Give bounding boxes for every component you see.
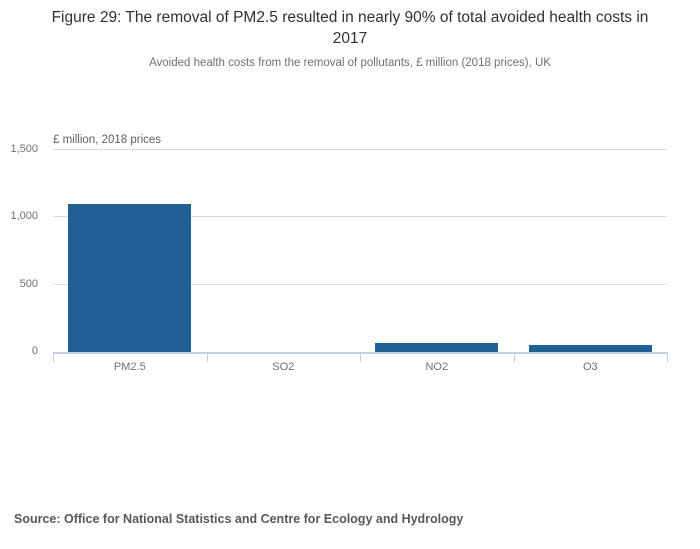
chart-title: Figure 29: The removal of PM2.5 resulted… [0, 7, 700, 49]
x-tick-label-so2: SO2 [272, 361, 295, 373]
y-tick-label-1500: 1,500 [10, 143, 38, 155]
x-tick-label-no2: NO2 [425, 361, 449, 373]
y-axis-unit-label: £ million, 2018 prices [53, 134, 162, 146]
x-axis-tick [53, 352, 54, 362]
x-tick-label-pm2.5: PM2.5 [113, 361, 146, 373]
x-axis-tick [667, 352, 668, 362]
x-tick-label-o3: O3 [582, 361, 598, 373]
gridline-1000 [53, 216, 667, 218]
x-axis-tick [513, 352, 515, 362]
x-axis-tick [206, 352, 208, 362]
chart-subtitle: Avoided health costs from the removal of… [149, 57, 551, 69]
gridline-500 [53, 283, 667, 285]
y-tick-label-500: 500 [19, 277, 38, 290]
bar-pm2.5 [68, 203, 192, 352]
source-note: Source: Office for National Statistics a… [14, 512, 464, 526]
gridline-1500 [53, 149, 667, 150]
y-tick-label-0: 0 [31, 345, 38, 357]
bar-o3 [528, 344, 652, 352]
x-axis-tick [360, 352, 361, 362]
y-tick-label-1000: 1,000 [10, 210, 38, 223]
chart-title-text: Figure 29: The removal of PM2.5 resulted… [51, 9, 649, 47]
bar-no2 [375, 343, 499, 352]
